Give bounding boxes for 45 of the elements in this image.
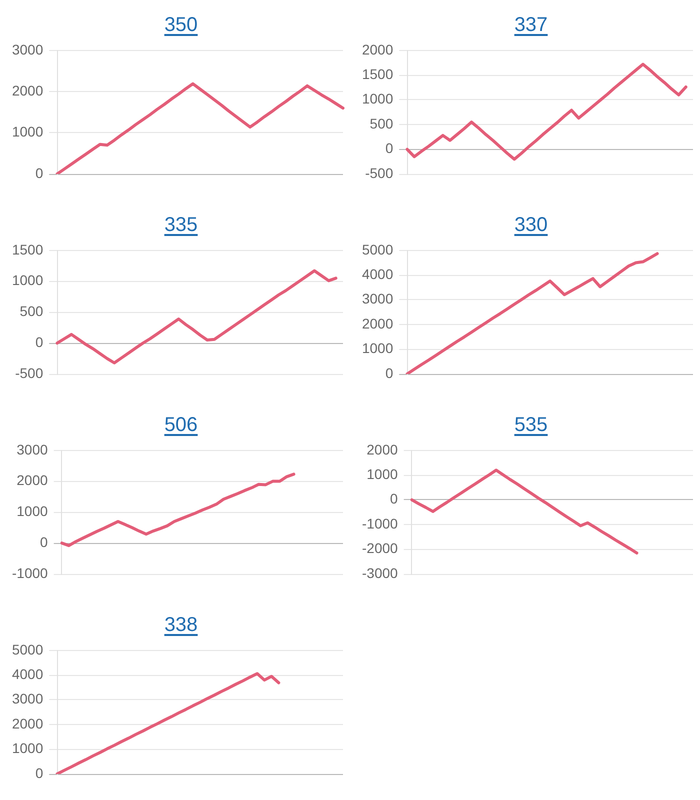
y-tick-label: -2000 [362,540,398,556]
y-tick-label: 1000 [16,503,48,520]
y-tick-label: 0 [40,534,48,550]
y-tick-label: 1000 [362,340,394,356]
y-tick-label: 0 [385,364,394,381]
y-tick-label: 3000 [362,290,394,307]
y-tick-label: 2000 [16,472,48,488]
y-tick-label: 1500 [12,241,44,258]
y-tick-label: 1000 [12,124,44,140]
y-tick-label: 500 [370,115,394,132]
chart-title: 350 [164,14,198,36]
y-tick-label: 1000 [12,272,44,288]
y-tick-label: 0 [35,764,44,781]
y-tick-label: -500 [365,164,394,181]
y-tick-label: 4000 [12,666,44,682]
chart-title: 338 [164,614,198,636]
y-tick-label: -1000 [362,515,398,532]
y-tick-label: 3000 [12,41,44,58]
y-tick-label: 5000 [12,641,44,658]
y-tick-label: 2000 [12,715,44,732]
y-tick-label: 0 [390,490,398,507]
y-tick-label: 500 [20,303,44,320]
y-tick-label: 2000 [12,82,44,98]
y-tick-label: 3000 [16,441,48,458]
y-tick-label: -500 [15,364,44,381]
chart-title: 535 [514,414,548,436]
chart-title: 337 [514,14,548,36]
y-tick-label: 2000 [366,441,398,458]
y-tick-label: -1000 [12,564,48,581]
y-tick-label: 2000 [362,41,394,58]
chart-title: 330 [514,214,548,236]
y-tick-label: 0 [35,164,44,181]
y-tick-label: 1000 [362,90,394,107]
chart-title: 335 [164,214,198,236]
chart-title: 506 [164,414,198,436]
y-tick-label: 4000 [362,266,394,282]
y-tick-label: 1500 [362,66,394,82]
y-tick-label: 0 [35,334,44,350]
y-tick-label: 1000 [12,740,44,756]
y-tick-label: 2000 [362,315,394,332]
y-tick-label: 3000 [12,690,44,707]
y-tick-label: 5000 [362,241,394,258]
y-tick-label: 1000 [366,466,398,482]
y-tick-label: 0 [385,140,394,156]
y-tick-label: -3000 [362,564,398,581]
